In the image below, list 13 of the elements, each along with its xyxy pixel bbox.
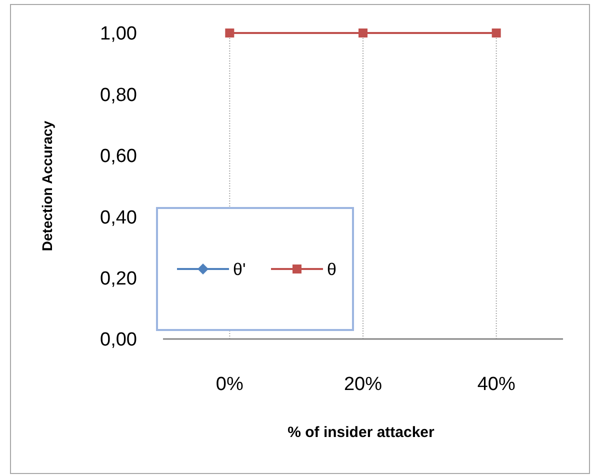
legend-label: θ' xyxy=(233,260,246,279)
y-tick-label: 0,20 xyxy=(100,268,137,290)
y-tick-label: 0,40 xyxy=(100,207,137,228)
x-tick-label: 40% xyxy=(477,374,516,395)
y-tick-label: 0,80 xyxy=(100,84,137,106)
x-axis-title: % of insider attacker xyxy=(288,424,435,441)
y-tick-label: 0,60 xyxy=(100,146,137,168)
y-tick-label: 0,00 xyxy=(100,330,137,351)
legend-label: θ xyxy=(327,260,336,279)
x-tick-label: 20% xyxy=(344,374,382,395)
y-tick-label: 1,00 xyxy=(100,24,137,45)
y-axis-title: Detection Accuracy xyxy=(39,120,55,252)
x-tick-label: 0% xyxy=(216,374,244,395)
